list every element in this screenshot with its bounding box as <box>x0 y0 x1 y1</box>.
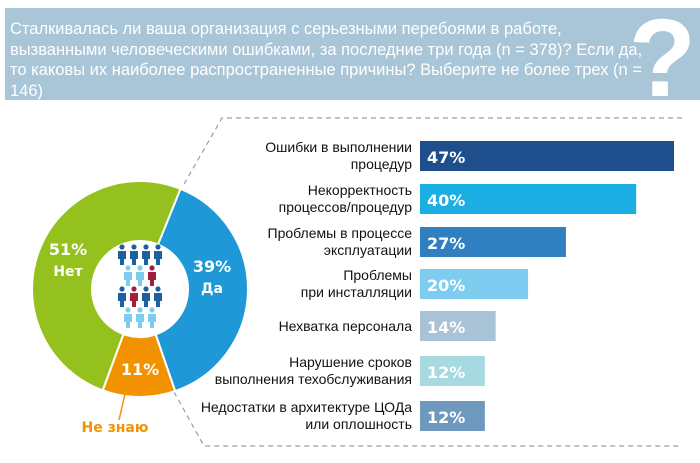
donut-slice-0 <box>154 187 249 393</box>
bar-value-label: 40% <box>427 191 465 210</box>
bar-value-label: 14% <box>427 318 465 337</box>
question-text: Сталкивалась ли ваша организация с серье… <box>10 20 643 100</box>
bar <box>420 356 485 386</box>
bar-value-label: 12% <box>427 408 465 427</box>
slice-value-label: 51% <box>49 240 87 259</box>
bar-value-label: 20% <box>427 276 465 295</box>
bar <box>420 184 637 214</box>
bar-category-label: Недостатки в архитектуре ЦОДа или оплошно… <box>200 399 412 432</box>
bar-value-label: 12% <box>427 363 465 382</box>
bar <box>420 311 496 341</box>
dashed-callout-outline <box>173 117 682 447</box>
slice-name-label: Нет <box>53 264 83 280</box>
slice-name-label: Не знаю <box>82 420 149 436</box>
bar-category-label: Нарушение сроков выполнения техобслуживан… <box>214 354 412 387</box>
bar-value-label: 47% <box>427 148 465 167</box>
bar-value-label: 27% <box>427 234 465 253</box>
bar-category-label: Проблемы в процессе эксплуатации <box>267 225 412 258</box>
bar-category-label: Некорректность процессов/процедур <box>278 182 412 215</box>
people-icon <box>118 244 162 328</box>
bar-category-label: Проблемы при инсталляции <box>300 267 412 300</box>
leader-line <box>118 393 126 421</box>
bar <box>420 227 566 257</box>
question-mark-icon: ? <box>628 0 696 120</box>
bar <box>420 141 674 171</box>
bar-category-label: Ошибки в выполнении процедур <box>265 139 412 172</box>
slice-value-label: 39% <box>193 257 231 276</box>
slice-value-label: 11% <box>121 360 159 379</box>
question-header: Сталкивалась ли ваша организация с серье… <box>5 4 700 114</box>
bar-category-label: Нехватка персонала <box>278 317 412 334</box>
bar <box>420 269 529 299</box>
bar <box>420 401 485 431</box>
donut-slice-2 <box>31 180 182 392</box>
slice-name-label: Да <box>201 281 223 297</box>
